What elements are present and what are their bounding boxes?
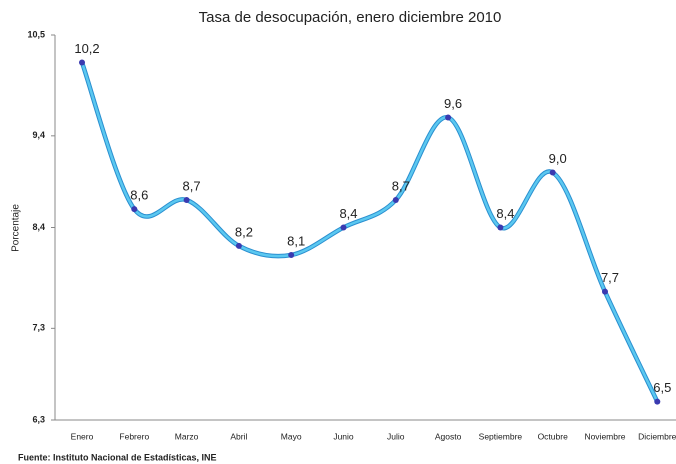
marker [602,288,608,295]
marker [392,197,399,203]
marker [288,252,295,258]
x-tick-label: Julio [387,431,405,441]
y-tick-label: 6,3 [32,414,45,424]
value-label: 9,6 [444,96,462,111]
value-label: 8,4 [496,206,514,221]
value-label: 7,7 [601,270,619,285]
x-tick-label: Febrero [119,431,149,441]
y-axis-label: Porcentaje [11,204,22,252]
line [80,62,659,403]
x-tick-label: Abril [230,431,247,441]
x-tick-label: Septiembre [479,431,523,441]
x-tick-label: Diciembre [638,431,676,441]
value-label: 8,4 [339,206,357,221]
value-label: 8,6 [130,188,148,203]
source: Fuente: Instituto Nacional de Estadístic… [18,452,217,462]
value-label: 8,1 [287,233,305,248]
value-label: 10,2 [74,41,99,56]
x-tick-label: Junio [333,431,354,441]
x-tick-label: Noviembre [584,431,625,441]
x-tick-label: Marzo [175,431,199,441]
marker [183,197,190,203]
x-tick-label: Enero [71,431,94,441]
value-label: 6,5 [653,380,671,395]
chart-title: Tasa de desocupación, enero diciembre 20… [199,9,502,26]
value-label: 8,7 [392,178,410,193]
y-tick-label: 9,4 [32,130,45,140]
marker [131,206,138,213]
marker [497,224,504,231]
marker [445,114,452,121]
marker [549,169,556,176]
value-label: 9,0 [549,151,567,166]
y-tick-label: 8,4 [32,222,45,232]
x-tick-label: Agosto [435,431,462,441]
marker [654,398,661,405]
y-tick-label: 7,3 [32,323,45,333]
x-tick-label: Octubre [538,431,569,441]
marker [235,242,242,249]
value-label: 8,7 [183,178,201,193]
x-tick-label: Mayo [281,431,302,441]
y-tick-label: 10,5 [27,29,45,39]
line-shadow [79,61,660,403]
marker [79,59,85,66]
value-label: 8,2 [235,224,253,239]
marker [340,224,347,231]
